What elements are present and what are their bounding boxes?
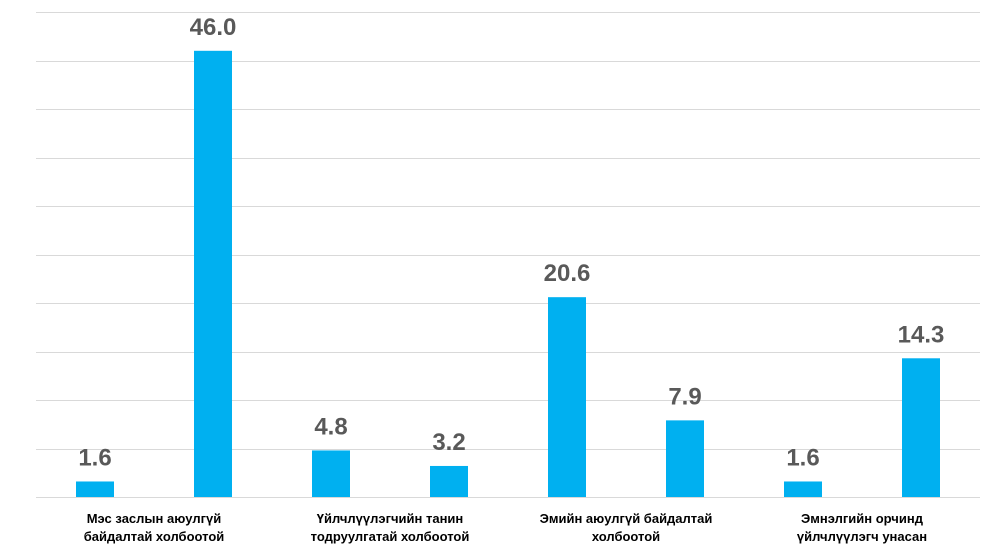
category-label: Үйлчлүүлэгчийн танин тодруулгатай холбоот… <box>311 511 470 544</box>
bar <box>312 450 350 497</box>
bar <box>76 481 114 497</box>
category-label-line: Мэс заслын аюулгүй <box>87 511 222 526</box>
data-label: 14.3 <box>898 321 945 348</box>
data-label: 3.2 <box>432 429 465 456</box>
category-label-line: холбоотой <box>592 529 660 544</box>
data-label: 4.8 <box>314 413 347 440</box>
category-label-line: үйлчлүүлэгч унасан <box>797 529 927 544</box>
data-labels: 1.6 46.0 4.8 3.2 20.6 7.9 1.6 14.3 <box>78 14 944 472</box>
gridlines <box>36 12 980 498</box>
category-label: Эмнэлгийн орчинд үйлчлүүлэгч унасан <box>797 511 927 544</box>
bar <box>784 481 822 497</box>
data-label: 1.6 <box>786 444 819 471</box>
bars <box>76 50 940 498</box>
category-label-line: Үйлчлүүлэгчийн танин <box>317 511 464 526</box>
category-label-line: Эмнэлгийн орчинд <box>801 511 924 526</box>
bar <box>548 297 586 497</box>
category-labels: Мэс заслын аюулгүй байдалтай холбоотой Үйл… <box>84 511 927 544</box>
data-label: 7.9 <box>668 383 701 410</box>
bar <box>902 358 940 497</box>
category-label-line: тодруулгатай холбоотой <box>311 529 470 544</box>
data-label: 46.0 <box>190 14 237 41</box>
category-label: Эмийн аюулгүй байдалтай холбоотой <box>540 511 713 544</box>
bar <box>194 50 232 498</box>
category-label-line: Эмийн аюулгүй байдалтай <box>540 511 713 526</box>
bar <box>430 465 468 497</box>
data-label: 20.6 <box>544 260 591 287</box>
category-label: Мэс заслын аюулгүй байдалтай холбоотой <box>84 511 225 544</box>
data-label: 1.6 <box>78 444 111 471</box>
bar <box>666 420 704 497</box>
category-label-line: байдалтай холбоотой <box>84 529 225 544</box>
